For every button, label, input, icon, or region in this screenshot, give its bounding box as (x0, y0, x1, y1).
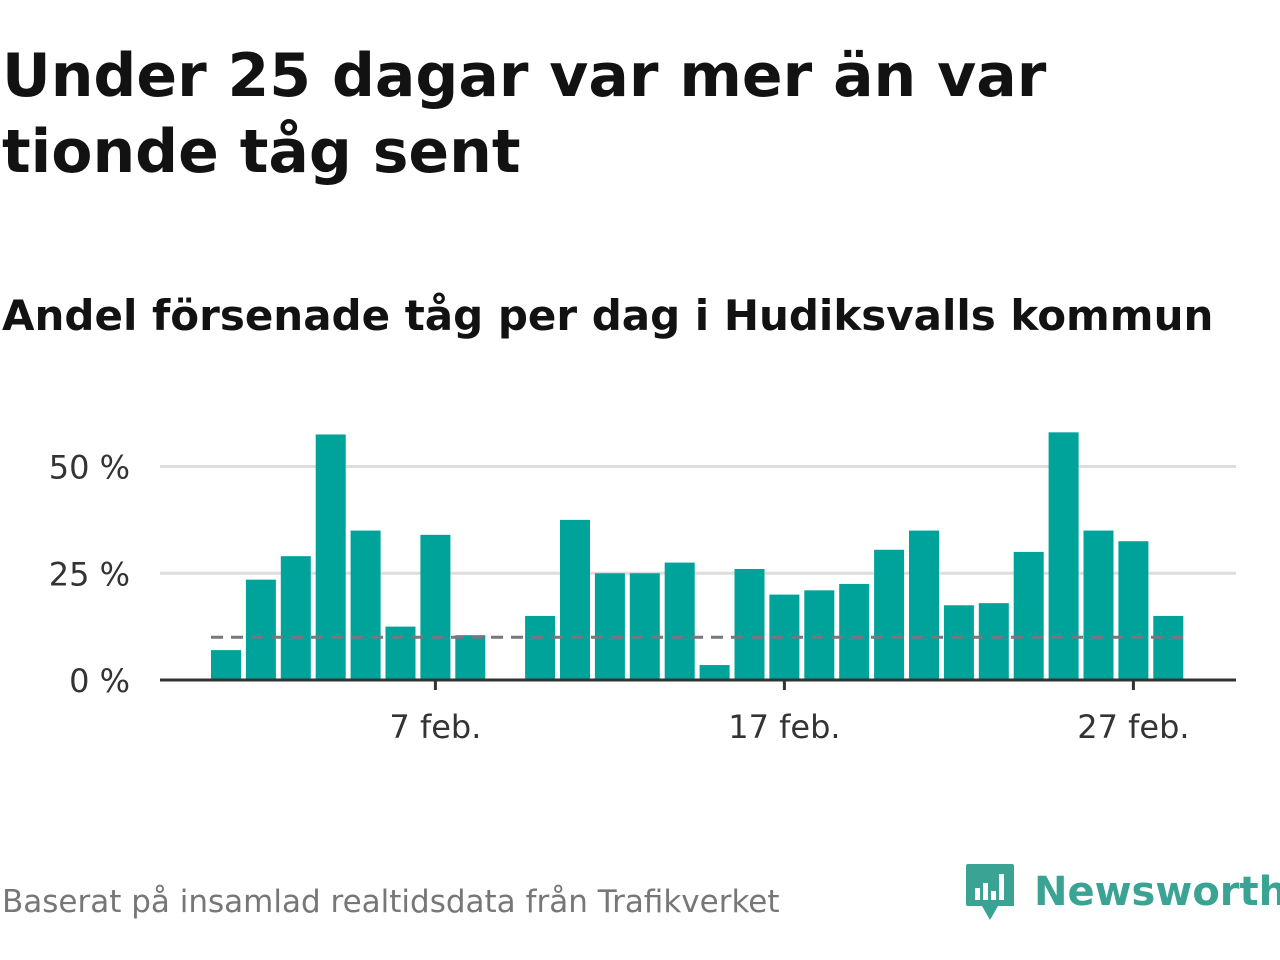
bar (1153, 615, 1184, 680)
bar (315, 434, 346, 680)
bar (385, 626, 416, 680)
x-tick-label: 7 feb. (389, 708, 481, 746)
bar (804, 590, 835, 680)
bar (560, 519, 590, 680)
bar (594, 573, 625, 680)
bar (909, 530, 939, 680)
bar (1083, 530, 1114, 680)
bar (245, 579, 276, 680)
bar (943, 605, 974, 680)
bar (420, 534, 451, 680)
y-tick-label: 50 % (49, 449, 130, 487)
bar (455, 635, 486, 680)
bar (734, 568, 765, 680)
bar (1118, 541, 1149, 680)
bar (629, 573, 660, 680)
y-tick-label: 0 % (69, 662, 130, 700)
bar (839, 583, 870, 680)
x-tick-label: 27 feb. (1077, 708, 1189, 746)
bar (280, 556, 311, 680)
bar (211, 650, 241, 680)
x-tick-label: 17 feb. (728, 708, 840, 746)
bar (1013, 551, 1044, 680)
chart-subtitle: Andel försenade tåg per dag i Hudiksvall… (2, 291, 1214, 340)
bar (874, 549, 905, 680)
source-note: Baserat på insamlad realtidsdata från Tr… (2, 884, 780, 920)
bar-chart: 0 % 25 % 50 % 7 feb. 17 feb. 27 feb. (49, 432, 1236, 746)
bar (699, 665, 730, 680)
y-tick-label: 25 % (49, 555, 130, 593)
brand-name: Newsworthy (1034, 869, 1280, 915)
bar (1048, 432, 1079, 680)
bar (664, 562, 695, 680)
bar (978, 603, 1009, 680)
chart-title: Under 25 dagar var mer än var tionde tåg… (2, 41, 1047, 187)
bar (525, 615, 556, 680)
bar (350, 530, 381, 680)
brand-logo[interactable]: Newsworthy (964, 862, 1280, 922)
newsworthy-logo-icon (966, 864, 1014, 920)
